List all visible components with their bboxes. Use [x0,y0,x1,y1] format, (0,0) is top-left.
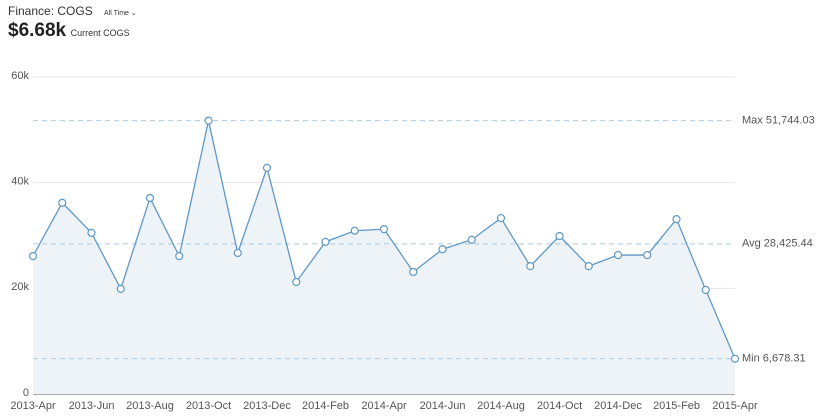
y-tick-label: 0 [23,387,29,399]
current: $6.68k Current COGS [8,20,130,42]
point [28,252,38,261]
point [555,231,564,241]
current-label: Current COGS [70,28,130,38]
point [438,245,447,254]
x-tick-label: 2013-Dec [243,400,291,412]
x-tick-label: 2015-Feb [653,400,700,412]
current-value: $6.68k [8,20,67,41]
point [584,262,593,271]
time-filter-label: All Time [104,10,129,17]
x-tick-label: 2013-Oct [186,400,231,412]
page-title: Finance: COGS [8,4,93,18]
point [87,228,96,237]
y-tick-label: 60k [11,70,29,82]
x-tick-label: 2014-Oct [537,400,582,412]
point [116,284,125,293]
y-tick-label: 20k [11,281,29,293]
point [233,248,242,258]
point [175,252,184,261]
x-tick-label: 2014-Feb [302,400,349,412]
point [350,226,359,235]
point [262,163,272,172]
area [33,120,735,394]
x-tick-label: 2014-Jun [420,400,466,412]
point [496,213,506,223]
point [145,193,155,203]
x-tick-label: 2013-Aug [126,400,174,412]
time-filter[interactable]: All Time ⌄ [104,10,137,17]
point [701,285,710,295]
x-tick-label: 2013-Apr [10,400,56,412]
point [613,250,623,260]
reference-label: Avg 28,425.44 [742,238,813,250]
header: Finance: COGS All Time ⌄ [8,4,137,18]
point [643,250,652,260]
point [58,198,67,207]
point [672,215,681,224]
x-tick-label: 2015-Apr [712,400,758,412]
point [292,277,301,287]
x-tick-label: 2014-Apr [361,400,407,412]
point [321,237,330,246]
x-tick-label: 2014-Aug [477,400,525,412]
reference-label: Max 51,744.03 [742,115,815,127]
point [379,225,389,234]
y-tick-label: 40k [11,176,29,188]
point [526,262,535,271]
x-tick-label: 2013-Jun [69,400,115,412]
point [467,235,476,244]
point [204,116,213,125]
point [730,354,740,363]
reference-label: Min 6,678.31 [742,353,806,365]
x-tick-label: 2014-Dec [594,400,642,412]
point [409,267,418,277]
